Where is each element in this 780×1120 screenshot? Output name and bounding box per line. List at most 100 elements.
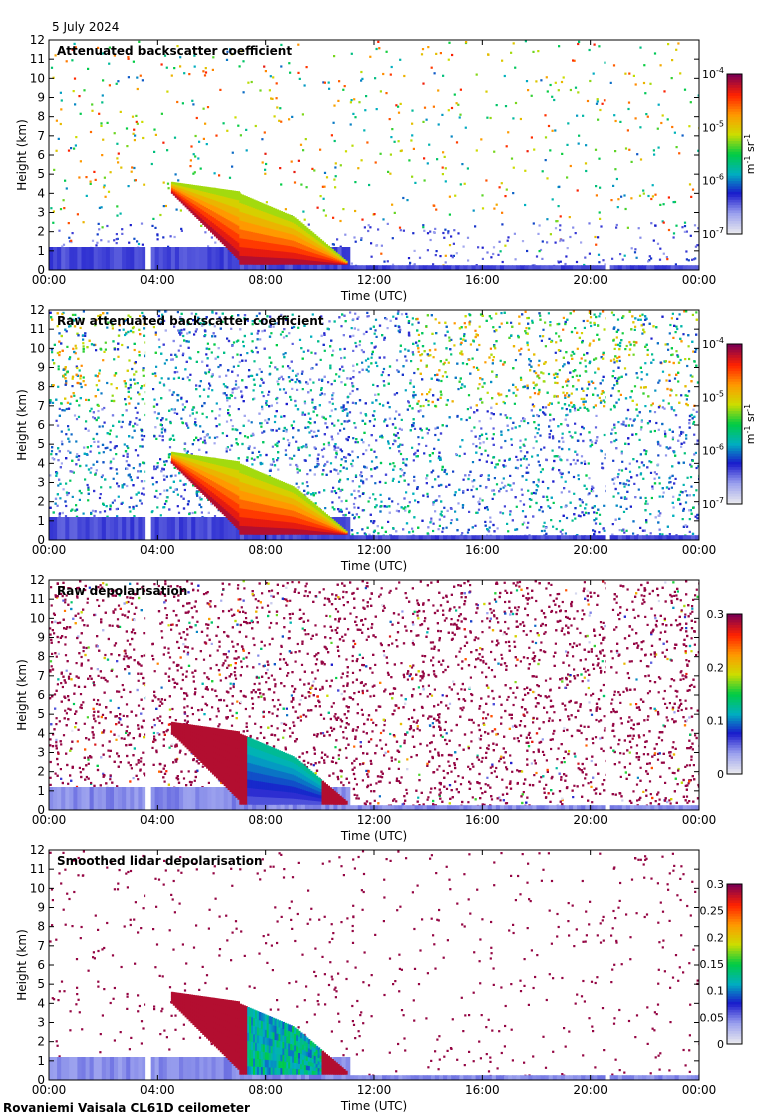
heatmap-cell [90, 445, 93, 448]
heatmap-cell [369, 55, 372, 58]
heatmap-cell [258, 240, 262, 250]
heatmap-cell [678, 152, 681, 155]
x-tick-label: 08:00 [248, 273, 283, 287]
heatmap-cell [202, 137, 205, 140]
heatmap-cell [233, 198, 237, 208]
heatmap-cell [343, 85, 346, 88]
heatmap-cell [390, 136, 393, 139]
heatmap-cell [204, 71, 208, 74]
heatmap-cell [491, 359, 495, 362]
heatmap-cell [294, 217, 297, 224]
heatmap-cell [115, 242, 118, 245]
heatmap-cell [200, 213, 203, 219]
heatmap-cell [173, 136, 177, 139]
heatmap-cell [556, 381, 559, 385]
heatmap-cell [601, 462, 604, 465]
heatmap-cell [102, 138, 105, 141]
heatmap-cell [251, 215, 254, 224]
heatmap-cell [696, 244, 699, 247]
heatmap-cell [244, 435, 247, 438]
heatmap-cell [212, 56, 215, 59]
heatmap-cell [316, 206, 319, 209]
heatmap-cell [188, 184, 192, 189]
heatmap-cell [493, 477, 496, 480]
heatmap-cell [141, 243, 144, 246]
heatmap-cell [346, 414, 349, 417]
heatmap-cell [202, 186, 205, 192]
heatmap-cell [59, 208, 63, 211]
heatmap-cell [526, 249, 529, 253]
heatmap-cell [219, 188, 223, 196]
heatmap-cell [57, 137, 60, 140]
heatmap-cell [317, 254, 321, 259]
heatmap-cell [72, 90, 75, 93]
heatmap-cell [221, 432, 224, 435]
heatmap-cell [117, 152, 120, 155]
heatmap-cell [624, 207, 627, 211]
heatmap-cell [667, 447, 670, 450]
heatmap-cell [262, 256, 266, 265]
heatmap-cell [202, 205, 205, 211]
heatmap-cell [212, 222, 215, 229]
heatmap-cell [623, 496, 626, 499]
heatmap-cell [208, 208, 211, 215]
heatmap-cell [572, 226, 575, 229]
heatmap-cell [280, 211, 283, 219]
heatmap-cell [117, 161, 120, 164]
heatmap-cell [312, 406, 315, 409]
heatmap-cell [142, 493, 146, 496]
heatmap-cell [63, 409, 66, 412]
heatmap-cell [195, 247, 200, 270]
heatmap-cell [682, 333, 685, 336]
heatmap-cell [288, 118, 291, 121]
heatmap-cell [367, 224, 370, 227]
heatmap-cell [170, 408, 173, 411]
heatmap-cell [221, 189, 225, 197]
heatmap-cell [373, 418, 376, 421]
heatmap-cell [512, 117, 515, 120]
heatmap-cell [258, 450, 261, 453]
heatmap-cell [634, 325, 637, 328]
heatmap-cell [538, 359, 541, 362]
heatmap-cell [291, 369, 294, 372]
heatmap-cell [74, 344, 77, 347]
heatmap-cell [282, 231, 285, 239]
heatmap-cell [140, 385, 144, 388]
heatmap-cell [510, 321, 513, 324]
heatmap-cell [194, 212, 197, 218]
heatmap-cell [595, 102, 599, 105]
heatmap-cell [327, 250, 330, 254]
heatmap-cell [568, 448, 571, 451]
heatmap-cell [295, 463, 298, 467]
heatmap-cell [333, 55, 336, 58]
heatmap-cell [319, 358, 322, 361]
heatmap-cell [351, 144, 354, 147]
heatmap-cell [258, 225, 262, 234]
heatmap-cell [329, 249, 332, 253]
heatmap-cell [109, 461, 112, 465]
heatmap-cell [411, 530, 415, 533]
heatmap-cell [221, 195, 225, 204]
heatmap-cell [434, 510, 437, 513]
heatmap-cell [118, 247, 123, 270]
heatmap-cell [343, 408, 346, 412]
heatmap-cell [578, 40, 581, 43]
heatmap-cell [505, 188, 508, 191]
heatmap-cell [540, 265, 546, 270]
heatmap-cell [488, 526, 491, 529]
heatmap-cell [247, 81, 250, 84]
heatmap-cell [670, 353, 673, 357]
heatmap-cell [267, 393, 270, 396]
heatmap-cell [319, 148, 322, 151]
colorbar-tick-label: 10-7 [702, 226, 724, 241]
heatmap-cell [296, 388, 299, 391]
heatmap-cell [160, 63, 163, 66]
heatmap-cell [204, 216, 207, 222]
heatmap-cell [309, 260, 313, 265]
colorbar-tick-label: 10-4 [702, 66, 724, 81]
heatmap-cell [288, 245, 291, 253]
heatmap-cell [180, 417, 183, 420]
heatmap-cell [557, 89, 560, 92]
heatmap-cell [264, 419, 267, 422]
heatmap-cell [249, 206, 252, 215]
